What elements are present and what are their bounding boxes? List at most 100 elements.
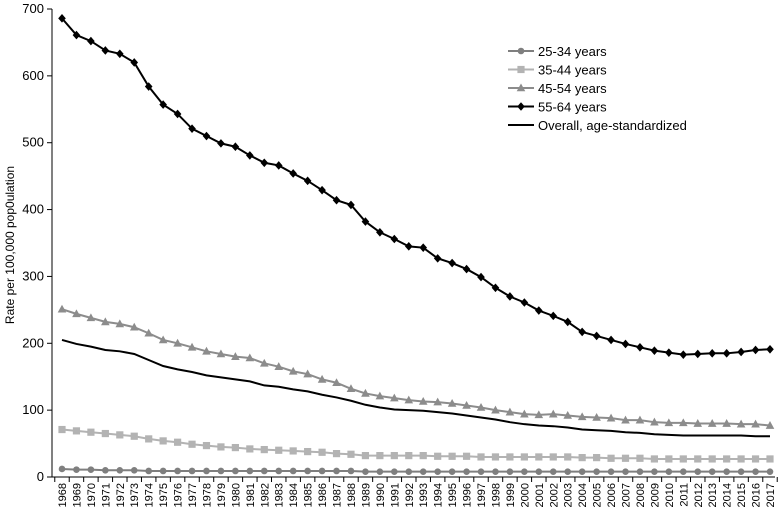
data-point-35-44-years <box>694 455 702 463</box>
data-point-25-34-years <box>506 468 514 475</box>
data-point-55-64-years <box>361 217 370 226</box>
data-point-25-34-years <box>362 468 369 475</box>
legend-item-overall-age-standardized: Overall, age-standardized <box>508 118 687 133</box>
data-point-45-54-years <box>144 328 153 337</box>
x-tick-label: 2015 <box>736 483 748 507</box>
data-point-25-34-years <box>116 467 124 474</box>
data-point-45-54-years <box>259 358 269 367</box>
data-point-35-44-years <box>72 427 81 435</box>
x-tick-label: 1989 <box>360 483 372 507</box>
x-tick-label: 2013 <box>707 483 719 507</box>
data-point-45-54-years <box>158 335 168 344</box>
data-point-55-64-years <box>173 109 182 119</box>
data-point-35-44-years <box>419 452 427 460</box>
data-point-55-64-years <box>260 158 269 168</box>
data-point-45-54-years <box>621 415 630 424</box>
legend-item-45-54-years: 45-54 years <box>508 81 607 96</box>
data-point-25-34-years <box>651 468 658 475</box>
legend-item-55-64-years: 55-64 years <box>508 100 607 115</box>
data-point-35-44-years <box>101 429 109 438</box>
data-point-55-64-years <box>578 327 586 337</box>
data-point-45-54-years <box>462 400 471 409</box>
data-point-25-34-years <box>217 467 225 475</box>
data-point-35-44-years <box>202 441 211 450</box>
data-point-45-54-years <box>722 419 731 427</box>
data-point-35-44-years <box>87 428 95 436</box>
legend: 25-34 years 35-44 years 45-54 years 55-64 y… <box>508 44 687 133</box>
data-point-35-44-years <box>318 448 326 456</box>
data-point-55-64-years <box>144 82 153 91</box>
x-tick-label: 2010 <box>664 483 676 507</box>
data-point-25-34-years <box>391 468 398 475</box>
x-tick-label: 1981 <box>245 483 257 507</box>
data-point-35-44-years <box>217 443 225 451</box>
x-tick-label: 2006 <box>606 483 618 507</box>
x-tick-label: 1994 <box>433 483 445 507</box>
data-point-35-44-years <box>679 455 687 463</box>
x-tick-label: 2004 <box>577 483 589 507</box>
x-tick-label: 1984 <box>288 483 300 507</box>
data-point-25-34-years <box>232 467 239 475</box>
data-point-55-64-years <box>231 142 240 152</box>
data-point-35-44-years <box>376 452 384 460</box>
data-point-35-44-years <box>58 425 66 434</box>
data-point-55-64-years <box>491 283 500 293</box>
data-point-35-44-years <box>159 437 167 445</box>
data-point-55-64-years <box>621 339 630 349</box>
data-point-35-44-years <box>448 452 456 460</box>
data-point-55-64-years <box>520 298 529 307</box>
data-point-25-34-years <box>130 467 138 474</box>
data-point-55-64-years <box>217 139 225 148</box>
data-point-55-64-years <box>563 317 572 327</box>
x-tick-label: 1968 <box>57 483 69 507</box>
data-point-35-44-years <box>578 454 586 462</box>
data-point-35-44-years <box>332 450 341 458</box>
data-point-55-64-years <box>202 131 211 141</box>
x-tick-label: 1974 <box>144 483 156 507</box>
data-point-25-34-years <box>593 468 600 475</box>
data-point-45-54-years <box>245 353 255 362</box>
x-tick-label: 2014 <box>722 483 734 507</box>
data-point-45-54-years <box>390 393 399 402</box>
data-point-45-54-years <box>520 409 529 418</box>
data-point-45-54-years <box>274 362 284 370</box>
y-tick-label: 0 <box>37 469 44 484</box>
data-point-25-34-years <box>174 467 181 475</box>
data-point-45-54-years <box>693 419 703 427</box>
data-point-25-34-years <box>102 467 109 474</box>
x-tick-label: 2007 <box>621 483 633 507</box>
data-point-45-54-years <box>765 421 775 429</box>
data-point-55-64-years <box>433 254 442 263</box>
x-tick-label: 1992 <box>404 483 416 507</box>
data-point-45-54-years <box>606 413 616 422</box>
x-tick-label: 1997 <box>476 483 488 507</box>
data-point-25-34-years <box>694 468 702 475</box>
x-tick-label: 1971 <box>100 483 112 507</box>
series-line-25-34-years <box>61 467 770 473</box>
data-point-35-44-years <box>766 455 774 463</box>
x-tick-label: 1993 <box>418 483 430 507</box>
x-tick-label: 1982 <box>259 483 271 507</box>
x-tick-label: 1987 <box>332 483 344 507</box>
data-point-55-64-years <box>766 345 774 354</box>
data-point-45-54-years <box>563 410 573 419</box>
series-45-54-years <box>57 304 775 429</box>
data-point-25-34-years <box>145 467 152 475</box>
series-25-34-years <box>58 465 774 475</box>
data-point-45-54-years <box>187 342 197 351</box>
data-point-45-54-years <box>548 409 558 418</box>
data-point-45-54-years <box>679 418 688 427</box>
x-tick-label: 1999 <box>505 483 517 507</box>
x-tick-label: 1990 <box>375 483 387 507</box>
data-point-55-64-years <box>477 272 485 282</box>
data-point-45-54-years <box>375 391 385 400</box>
x-tick-label: 2009 <box>649 483 661 507</box>
data-point-55-64-years <box>58 14 66 23</box>
data-point-45-54-years <box>505 407 515 416</box>
series-55-64-years <box>58 14 774 359</box>
data-point-55-64-years <box>347 200 355 210</box>
data-point-35-44-years <box>246 445 254 453</box>
x-tick-label: 1985 <box>303 483 315 507</box>
data-point-45-54-years <box>707 419 717 427</box>
data-point-35-44-years <box>751 455 760 463</box>
